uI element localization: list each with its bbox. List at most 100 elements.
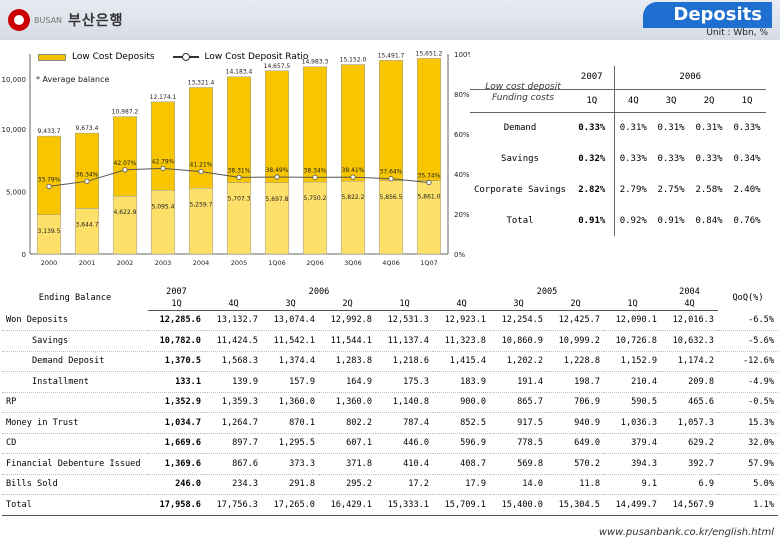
balance-cell: 133.1 (148, 371, 205, 393)
x-tick-label: 2001 (79, 259, 96, 267)
balance-row: Money in Trust 1,034.7 1,264.7 870.1 802.2 78… (2, 412, 778, 434)
balance-cell: 157.9 (262, 371, 319, 393)
total-value-label: 14,983.3 (302, 59, 329, 66)
rate-cell: 0.34% (733, 153, 761, 164)
ratio-point (426, 179, 432, 186)
bar-total-deposits (264, 70, 290, 184)
bar-total-deposits (150, 101, 176, 191)
ratio-point (46, 183, 52, 190)
bar-low-cost-deposits (36, 214, 62, 255)
total-value-label: 14,657.5 (264, 63, 291, 70)
rate-quarter: 3Q (652, 89, 690, 113)
rate-quarter: 1Q (570, 89, 614, 113)
balance-year-2005: 2005 (536, 287, 558, 297)
balance-cell: 607.1 (319, 433, 376, 454)
balance-qoq-cell: 1.1% (718, 494, 778, 516)
balance-cell: 164.9 (319, 371, 376, 393)
balance-quarter: 1Q (148, 298, 205, 311)
balance-cell: 394.3 (604, 453, 661, 475)
balance-cell: 1,174.2 (661, 351, 718, 372)
ratio-point (160, 165, 166, 172)
low-cost-value-label: 5,822.2 (342, 194, 365, 201)
balance-quarter: 4Q (205, 298, 262, 311)
balance-cell: 234.3 (205, 474, 262, 495)
balance-cell: 379.4 (604, 433, 661, 454)
bar-low-cost-deposits (340, 180, 366, 255)
balance-cell: 778.5 (490, 433, 547, 454)
balance-cell: 17.2 (376, 474, 433, 495)
rate-cell: 0.32% (578, 153, 606, 164)
balance-cell: 802.2 (319, 412, 376, 434)
balance-cell: 183.9 (433, 371, 490, 393)
balance-cell: 446.0 (376, 433, 433, 454)
balance-cell: 1,415.4 (433, 351, 490, 372)
rate-cell: 0.91% (578, 215, 606, 226)
ratio-point (388, 176, 394, 182)
balance-cell: 1,283.8 (319, 351, 376, 372)
balance-cell: 17,265.0 (262, 494, 319, 516)
ratio-value-label: 37.64% (380, 169, 403, 176)
y-tick-label-right: 40% (454, 171, 470, 179)
balance-cell: 209.8 (661, 371, 718, 393)
balance-cell: 1,036.3 (604, 412, 661, 434)
balance-row-label: RP (2, 392, 148, 413)
balance-cell: 649.0 (547, 433, 604, 454)
y-tick-label-right: 80% (454, 91, 470, 99)
balance-cell: 1,359.3 (205, 392, 262, 413)
total-value-label: 15,152.0 (340, 57, 367, 64)
ending-balance-table: Ending Balance 2007 2006 2005 2004 QoQ(%… (2, 286, 778, 516)
legend-swatch-low-cost (38, 53, 66, 61)
balance-row: Financial Debenture Issued 1,369.6 867.6 37… (2, 453, 778, 475)
x-tick-label: 2002 (117, 259, 134, 267)
bar-low-cost-deposits (188, 188, 214, 255)
balance-cell: 12,992.8 (319, 310, 376, 331)
balance-cell: 6.9 (661, 474, 718, 495)
ratio-value-label: 38.34% (304, 167, 327, 174)
balance-cell: 917.5 (490, 412, 547, 434)
balance-cell: 569.8 (490, 453, 547, 475)
balance-cell: 13,074.4 (262, 310, 319, 331)
ratio-value-label: 41.21% (190, 162, 213, 169)
balance-qoq-cell: 5.0% (718, 474, 778, 495)
footer-url[interactable]: www.pusanbank.co.kr/english.html (598, 527, 774, 538)
rate-quarter: 2Q (690, 89, 728, 113)
balance-cell: 11,424.5 (205, 330, 262, 352)
balance-row-label: Bills Sold (2, 474, 148, 495)
balance-year-2004: 2004 (679, 287, 700, 297)
balance-cell: 246.0 (148, 474, 205, 495)
bank-logo: BUSAN 부산은행 (8, 8, 124, 32)
rate-cell: 2.58% (695, 184, 723, 195)
rate-row-label: Demand (503, 122, 537, 133)
balance-quarter: 4Q (661, 298, 718, 311)
balance-cell: 17,756.3 (205, 494, 262, 516)
total-value-label: 10,987.2 (112, 109, 139, 116)
x-tick-label: 2003 (155, 259, 172, 267)
balance-cell: 10,782.0 (148, 330, 205, 352)
balance-row-label: Money in Trust (2, 412, 148, 434)
low-cost-value-label: 5,707.3 (228, 196, 251, 203)
balance-cell: 12,425.7 (547, 310, 604, 331)
ratio-point (312, 174, 318, 180)
balance-cell: 1,360.0 (319, 392, 376, 413)
y-tick-label-right: 60% (454, 131, 470, 139)
balance-row: Won Deposits 12,285.6 13,132.7 13,074.4 12,9… (2, 310, 778, 331)
balance-row: Savings 10,782.0 11,424.5 11,542.1 11,544.1 1… (2, 330, 778, 352)
header-bar: BUSAN 부산은행 Deposits Unit : Wbn, % (0, 0, 780, 40)
rate-cell: 2.75% (657, 184, 685, 195)
balance-cell: 13,132.7 (205, 310, 262, 331)
deposits-chart: 0 5,000 10,000 10,000 0% 20% 40% 60% 80% 100% * Av… (2, 50, 471, 267)
balance-cell: 1,034.7 (148, 412, 205, 434)
total-value-label: 15,651.2 (416, 50, 443, 57)
ratio-value-label: 42.07% (114, 160, 137, 167)
balance-qoq-cell: 32.0% (718, 433, 778, 454)
balance-quarter: 3Q (490, 298, 547, 311)
total-value-label: 12,174.1 (150, 94, 177, 101)
balance-cell: 10,860.9 (490, 330, 547, 352)
balance-row-label: Demand Deposit (2, 351, 148, 372)
bar-total-deposits (302, 66, 328, 183)
chart-legend: Low Cost Deposits Low Cost Deposit Ratio (38, 52, 308, 62)
balance-cell: 706.9 (547, 392, 604, 413)
x-tick-label: 3Q06 (344, 259, 362, 267)
balance-cell: 1,669.6 (148, 433, 205, 454)
balance-cell: 897.7 (205, 433, 262, 454)
